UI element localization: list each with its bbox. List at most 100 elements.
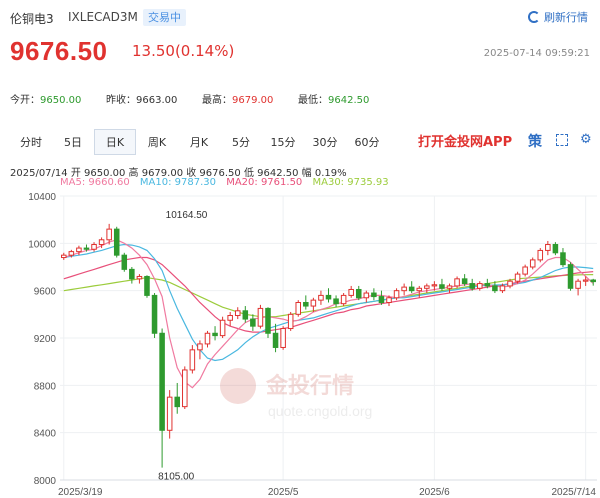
candle-body	[227, 315, 233, 321]
candle-31	[295, 300, 302, 317]
instrument-code: IXLECAD3M	[68, 10, 138, 24]
strategy-icon[interactable]: 策	[528, 134, 542, 150]
watermark: 金投行情 quote.cngold.org	[220, 368, 372, 419]
candle-body	[303, 302, 309, 307]
candle-body	[250, 318, 256, 327]
open-value: 9650.00	[40, 95, 82, 106]
candle-body	[431, 284, 438, 287]
candle-body	[166, 396, 173, 431]
candle-9	[129, 267, 135, 284]
tab-weekly-k[interactable]: 周K	[147, 136, 167, 149]
candle-6	[106, 223, 112, 245]
candle-47	[416, 285, 423, 298]
candle-39	[355, 285, 362, 301]
candle-body	[68, 251, 75, 256]
candle-body	[91, 244, 97, 250]
candle-body	[83, 247, 90, 250]
prev-close-stat: 昨收：9663.00	[106, 91, 202, 106]
refresh-label: 刷新行情	[544, 11, 588, 24]
tab-5day[interactable]: 5日	[64, 136, 82, 149]
candle-45	[401, 283, 407, 296]
candle-body	[363, 292, 370, 299]
candle-23	[234, 307, 241, 320]
candle-50	[439, 278, 445, 291]
expand-icon[interactable]	[556, 134, 568, 146]
period-tabs: 分时 5日 日K 周K 月K 5分 15分 30分 60分	[10, 127, 388, 157]
ma10-line	[63, 243, 594, 362]
x-tick-label-1: 2025/5	[268, 487, 299, 498]
candle-body	[136, 275, 143, 280]
ma30-legend: MA30: 9735.93	[312, 177, 389, 188]
candle-8	[121, 252, 128, 272]
candle-body	[61, 254, 67, 259]
low-stat: 最低：9642.50	[298, 91, 394, 106]
candle-15	[174, 382, 181, 414]
status-badge: 交易中	[143, 9, 186, 26]
instrument-title: 伦铜电3	[10, 12, 54, 26]
candle-body	[552, 244, 559, 254]
candle-body	[560, 252, 566, 266]
candle-body	[393, 290, 400, 299]
candle-body	[106, 228, 112, 241]
ohlc-info-line: 2025/07/14 开 9650.00 高 9679.00 收 9676.50…	[10, 168, 347, 179]
candle-body	[159, 332, 165, 431]
candle-1	[68, 249, 75, 258]
candle-body	[280, 328, 286, 348]
refresh-button[interactable]: 刷新行情	[528, 9, 588, 25]
high-value: 9679.00	[232, 95, 274, 106]
candle-20	[212, 326, 218, 341]
current-price: 9676.50	[10, 36, 108, 66]
candle-70	[590, 278, 596, 286]
candle-49	[431, 281, 438, 291]
candle-body	[212, 332, 218, 337]
prev-close-value: 9663.00	[136, 95, 178, 106]
candle-64	[545, 240, 551, 256]
settings-icon[interactable]: ⚙	[580, 132, 592, 147]
candle-body	[234, 310, 241, 317]
candle-body	[469, 283, 475, 289]
candle-44	[393, 288, 400, 301]
candle-body	[325, 294, 332, 300]
candle-body	[476, 283, 483, 289]
candle-body	[287, 313, 294, 330]
tab-5min[interactable]: 5分	[232, 136, 250, 149]
candle-body	[514, 273, 521, 282]
candle-body	[575, 280, 581, 289]
open-app-link[interactable]: 打开金投网APP	[418, 135, 513, 150]
candle-body	[98, 239, 105, 246]
candle-body	[197, 343, 203, 351]
candle-body	[113, 228, 120, 256]
candle-68	[575, 278, 581, 296]
candle-30	[287, 311, 294, 331]
watermark-domain: quote.cngold.org	[268, 403, 372, 419]
tab-60min[interactable]: 60分	[354, 136, 380, 149]
tab-15min[interactable]: 15分	[270, 136, 296, 149]
candle-67	[567, 262, 574, 291]
candle-body	[484, 283, 491, 287]
candle-body	[545, 244, 551, 251]
candle-body	[242, 310, 249, 320]
candle-18	[197, 340, 203, 360]
candle-69	[582, 276, 589, 286]
candle-body	[310, 299, 317, 307]
annotation-1: 8105.00	[158, 472, 195, 483]
tab-daily-k[interactable]: 日K	[94, 129, 136, 155]
candle-body	[408, 286, 415, 292]
watermark-logo-icon	[220, 368, 256, 404]
candle-body	[401, 286, 407, 292]
candle-body	[174, 396, 181, 408]
candle-body	[348, 288, 354, 296]
candle-36	[333, 295, 339, 308]
candle-body	[257, 307, 264, 327]
candle-body	[219, 319, 226, 337]
candle-35	[325, 288, 332, 303]
tab-30min[interactable]: 30分	[312, 136, 338, 149]
header-bar: 伦铜电3 IXLECAD3M 交易中 刷新行情	[0, 0, 600, 30]
tab-intraday[interactable]: 分时	[20, 136, 42, 149]
tab-monthly-k[interactable]: 月K	[189, 136, 209, 149]
candle-body	[378, 296, 385, 304]
candle-51	[446, 283, 453, 294]
candle-7	[113, 226, 120, 258]
candle-body	[582, 279, 589, 282]
